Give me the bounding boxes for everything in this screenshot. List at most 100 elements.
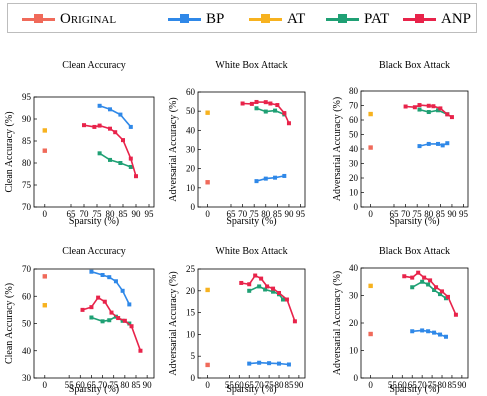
chart-title: Black Box Attack (379, 246, 450, 257)
x-tick-label: 80 (261, 209, 271, 219)
series-point-bp (247, 361, 252, 366)
series-point-anp (89, 305, 94, 310)
x-tick-label: 80 (438, 380, 448, 390)
y-tick-label: 15 (186, 308, 196, 318)
series-point-anp (271, 286, 276, 291)
x-axis-label: Sparsity (%) (389, 384, 439, 395)
y-tick-label: 25 (186, 264, 196, 274)
x-tick-label: 60 (398, 380, 408, 390)
series-line-pat (256, 107, 285, 116)
series-point-pat (417, 107, 422, 112)
chart-panel-3: Black Box Attack Sparsity (%) Adversarial … (332, 60, 469, 227)
series-point-anp (449, 115, 454, 120)
x-tick-label: 55 (65, 380, 75, 390)
series-point-pat (271, 289, 276, 294)
x-tick-label: 70 (98, 380, 108, 390)
series-point-anp (417, 103, 422, 108)
y-tick-label: 10 (186, 329, 196, 339)
series-point-anp (265, 284, 270, 289)
x-tick-label: 80 (424, 209, 434, 219)
x-tick-label: 80 (120, 380, 130, 390)
series-point-pat (263, 287, 268, 292)
series-point-anp (254, 99, 259, 104)
series-point-pat (120, 318, 125, 323)
series-point-bp (443, 334, 448, 339)
y-tick-label: 75 (22, 180, 32, 190)
x-axis-label: Sparsity (%) (226, 384, 276, 395)
point-original (205, 180, 210, 185)
chart-title: Clean Accuracy (62, 246, 126, 257)
y-tick-label: 40 (22, 346, 32, 356)
series-point-pat (254, 106, 259, 111)
x-tick-label: 85 (132, 380, 142, 390)
series-point-pat (420, 279, 425, 284)
chart-panel-5: White Box Attack Sparsity (%) Adversarial … (168, 246, 306, 395)
x-axis-label: Sparsity (%) (226, 216, 276, 227)
legend-marker-pat (338, 14, 347, 23)
y-axis-label: Clean Accuracy (%) (4, 283, 15, 364)
series-line-anp (83, 124, 137, 177)
x-tick-label: 65 (408, 380, 418, 390)
y-tick-label: 60 (22, 291, 32, 301)
x-tick-label: 65 (87, 380, 97, 390)
y-tick-label: 20 (349, 173, 359, 183)
legend-label-original: Original (60, 11, 117, 27)
series-point-anp (247, 282, 252, 287)
plot-frame (197, 91, 306, 208)
series-point-bp (113, 279, 118, 284)
x-axis-label: Sparsity (%) (69, 384, 119, 395)
series-point-anp (284, 297, 289, 302)
series-point-anp (113, 130, 118, 135)
point-original (42, 148, 47, 153)
series-point-bp (263, 176, 268, 181)
x-tick-label: 85 (436, 209, 446, 219)
legend-label-pat: PAT (364, 11, 390, 27)
series-point-anp (438, 106, 443, 111)
series-point-bp (440, 143, 445, 148)
y-axis-label: Adversarial Accuracy (%) (332, 97, 343, 201)
y-tick-label: 40 (349, 263, 359, 273)
x-tick-label: 90 (143, 380, 153, 390)
series-point-pat (426, 282, 431, 287)
series-point-pat (438, 292, 443, 297)
y-tick-label: 0 (354, 373, 359, 383)
series-line-pat (419, 108, 448, 115)
y-axis-label: Adversarial Accuracy (%) (332, 271, 343, 375)
x-tick-label: 75 (413, 209, 423, 219)
x-tick-label: 95 (459, 209, 469, 219)
series-point-anp (445, 294, 450, 299)
series-point-bp (438, 332, 443, 337)
y-tick-label: 20 (186, 164, 196, 174)
y-axis-label: Adversarial Accuracy (%) (168, 97, 179, 201)
point-original (205, 362, 210, 368)
x-tick-label: 95 (296, 209, 306, 219)
series-point-anp (97, 123, 102, 128)
x-tick-label: 85 (273, 209, 283, 219)
series-point-pat (426, 110, 431, 115)
series-point-pat (97, 151, 102, 156)
series-point-bp (100, 272, 105, 277)
y-tick-label: 70 (22, 264, 32, 274)
series-point-pat (118, 161, 123, 165)
series-point-bp (107, 275, 112, 280)
series-point-bp (286, 362, 291, 367)
point-at (368, 111, 373, 117)
series-point-anp (240, 101, 245, 106)
series-point-bp (426, 141, 431, 146)
point-at (368, 283, 373, 289)
y-tick-label: 30 (186, 145, 196, 155)
x-tick-label: 70 (255, 380, 265, 390)
y-tick-label: 50 (22, 319, 32, 329)
x-tick-label: 60 (76, 380, 86, 390)
x-tick-label: 0 (368, 380, 373, 390)
series-point-anp (121, 138, 125, 143)
x-tick-label: 70 (80, 209, 90, 219)
y-tick-label: 85 (22, 136, 32, 146)
x-tick-label: 60 (235, 380, 245, 390)
x-tick-label: 75 (265, 380, 275, 390)
legend-marker-original (34, 14, 43, 23)
legend-marker-bp (180, 14, 189, 23)
series-point-anp (122, 318, 127, 323)
series-point-pat (100, 319, 105, 324)
